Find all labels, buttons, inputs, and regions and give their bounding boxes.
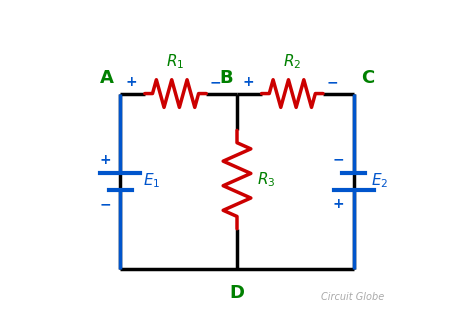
Text: Circuit Globe: Circuit Globe [321, 292, 384, 303]
Text: D: D [229, 284, 245, 302]
Text: +: + [99, 153, 111, 166]
Text: A: A [100, 69, 113, 87]
Text: −: − [99, 197, 111, 211]
Text: B: B [219, 69, 233, 87]
Text: +: + [126, 75, 137, 89]
Text: $R_1$: $R_1$ [166, 52, 185, 70]
Text: $R_3$: $R_3$ [257, 170, 275, 189]
Text: −: − [333, 153, 344, 166]
Text: −: − [326, 75, 337, 89]
Text: +: + [333, 197, 344, 211]
Text: C: C [361, 69, 374, 87]
Text: $E_1$: $E_1$ [143, 172, 161, 190]
Text: $E_2$: $E_2$ [371, 172, 388, 190]
Text: +: + [242, 75, 254, 89]
Text: −: − [210, 75, 221, 89]
Text: $R_2$: $R_2$ [283, 52, 301, 70]
